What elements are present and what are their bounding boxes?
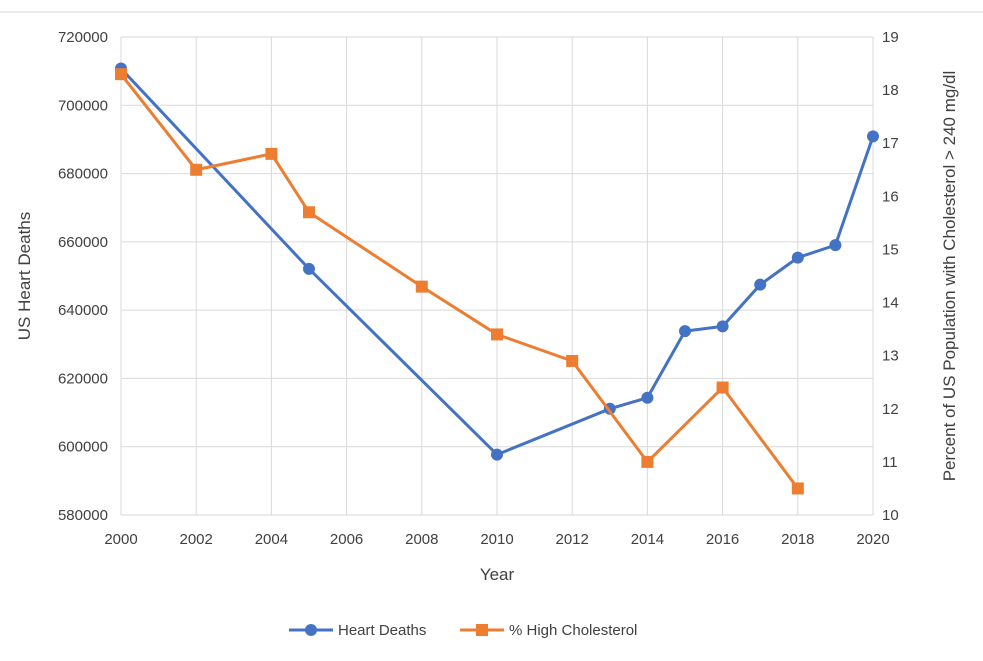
x-tick-label: 2012 [556, 531, 589, 548]
y-right-tick-label: 14 [882, 295, 899, 312]
x-tick-label: 2002 [180, 531, 213, 548]
y-left-tick-label: 720000 [58, 29, 108, 46]
x-tick-label: 2004 [255, 531, 288, 548]
data-point-high-cholesterol [716, 381, 729, 394]
series-line-high-cholesterol [119, 73, 800, 490]
data-point-heart-deaths [491, 448, 503, 461]
y-left-axis-title: US Heart Deaths [15, 212, 34, 341]
data-point-high-cholesterol [791, 482, 804, 495]
data-point-heart-deaths [303, 262, 315, 275]
data-point-heart-deaths [679, 325, 691, 338]
y-right-tick-label: 19 [882, 29, 899, 46]
legend-label-high-cholesterol: % High Cholesterol [509, 622, 637, 639]
series-layer [115, 62, 879, 495]
x-tick-label: 2010 [480, 531, 513, 548]
x-tick-label: 2020 [856, 531, 889, 548]
series-high-cholesterol [115, 68, 804, 495]
right-axis-ticks: 10 11 12 13 14 15 16 17 18 19 [882, 29, 899, 524]
y-left-tick-label: 680000 [58, 166, 108, 183]
legend-label-heart-deaths: Heart Deaths [338, 622, 426, 639]
y-right-tick-label: 12 [882, 401, 899, 418]
x-tick-label: 2018 [781, 531, 814, 548]
data-point-heart-deaths [791, 251, 804, 264]
data-point-heart-deaths [867, 130, 879, 143]
x-tick-label: 2006 [330, 531, 363, 548]
y-left-tick-label: 660000 [58, 234, 108, 251]
y-right-tick-label: 16 [882, 188, 899, 205]
data-point-high-cholesterol [566, 354, 579, 367]
data-point-heart-deaths [754, 278, 767, 291]
data-point-high-cholesterol [491, 328, 503, 341]
y-right-axis-title: Percent of US Population with Cholestero… [940, 71, 959, 482]
y-left-tick-label: 700000 [58, 97, 108, 114]
data-point-heart-deaths [716, 320, 729, 333]
x-tick-label: 2000 [104, 531, 137, 548]
y-left-tick-label: 600000 [58, 439, 108, 456]
data-point-high-cholesterol [190, 163, 203, 176]
y-right-tick-label: 13 [882, 348, 899, 365]
x-tick-label: 2014 [631, 531, 664, 548]
x-axis-title: Year [480, 565, 515, 584]
data-point-heart-deaths [829, 239, 842, 252]
x-axis-ticks: 2000 2002 2004 2006 2008 2010 2012 2014 2016 2018… [104, 531, 889, 548]
gridlines [120, 36, 874, 516]
y-left-tick-label: 640000 [58, 302, 108, 319]
data-point-heart-deaths [641, 391, 654, 404]
x-tick-label: 2016 [706, 531, 739, 548]
legend-item-high-cholesterol: % High Cholesterol [460, 622, 637, 639]
y-right-tick-label: 17 [882, 135, 899, 152]
data-point-high-cholesterol [415, 280, 428, 293]
y-left-tick-label: 620000 [58, 370, 108, 387]
data-point-high-cholesterol [303, 206, 315, 219]
y-right-tick-label: 15 [882, 241, 899, 258]
y-left-tick-label: 580000 [58, 507, 108, 524]
data-point-high-cholesterol [115, 68, 127, 81]
data-point-high-cholesterol [265, 147, 278, 160]
y-right-tick-label: 11 [882, 454, 898, 471]
legend-item-heart-deaths: Heart Deaths [289, 622, 426, 639]
x-tick-label: 2008 [405, 531, 438, 548]
series-heart-deaths [115, 62, 879, 461]
y-right-tick-label: 10 [882, 507, 899, 524]
left-axis-ticks: 580000 600000 620000 640000 660000 680000 7000… [58, 29, 108, 524]
legend-marker-heart-deaths [305, 624, 317, 636]
legend-marker-high-cholesterol [476, 624, 488, 636]
y-right-tick-label: 18 [882, 82, 899, 99]
data-point-high-cholesterol [641, 455, 654, 468]
legend: Heart Deaths % High Cholesterol [289, 622, 637, 639]
